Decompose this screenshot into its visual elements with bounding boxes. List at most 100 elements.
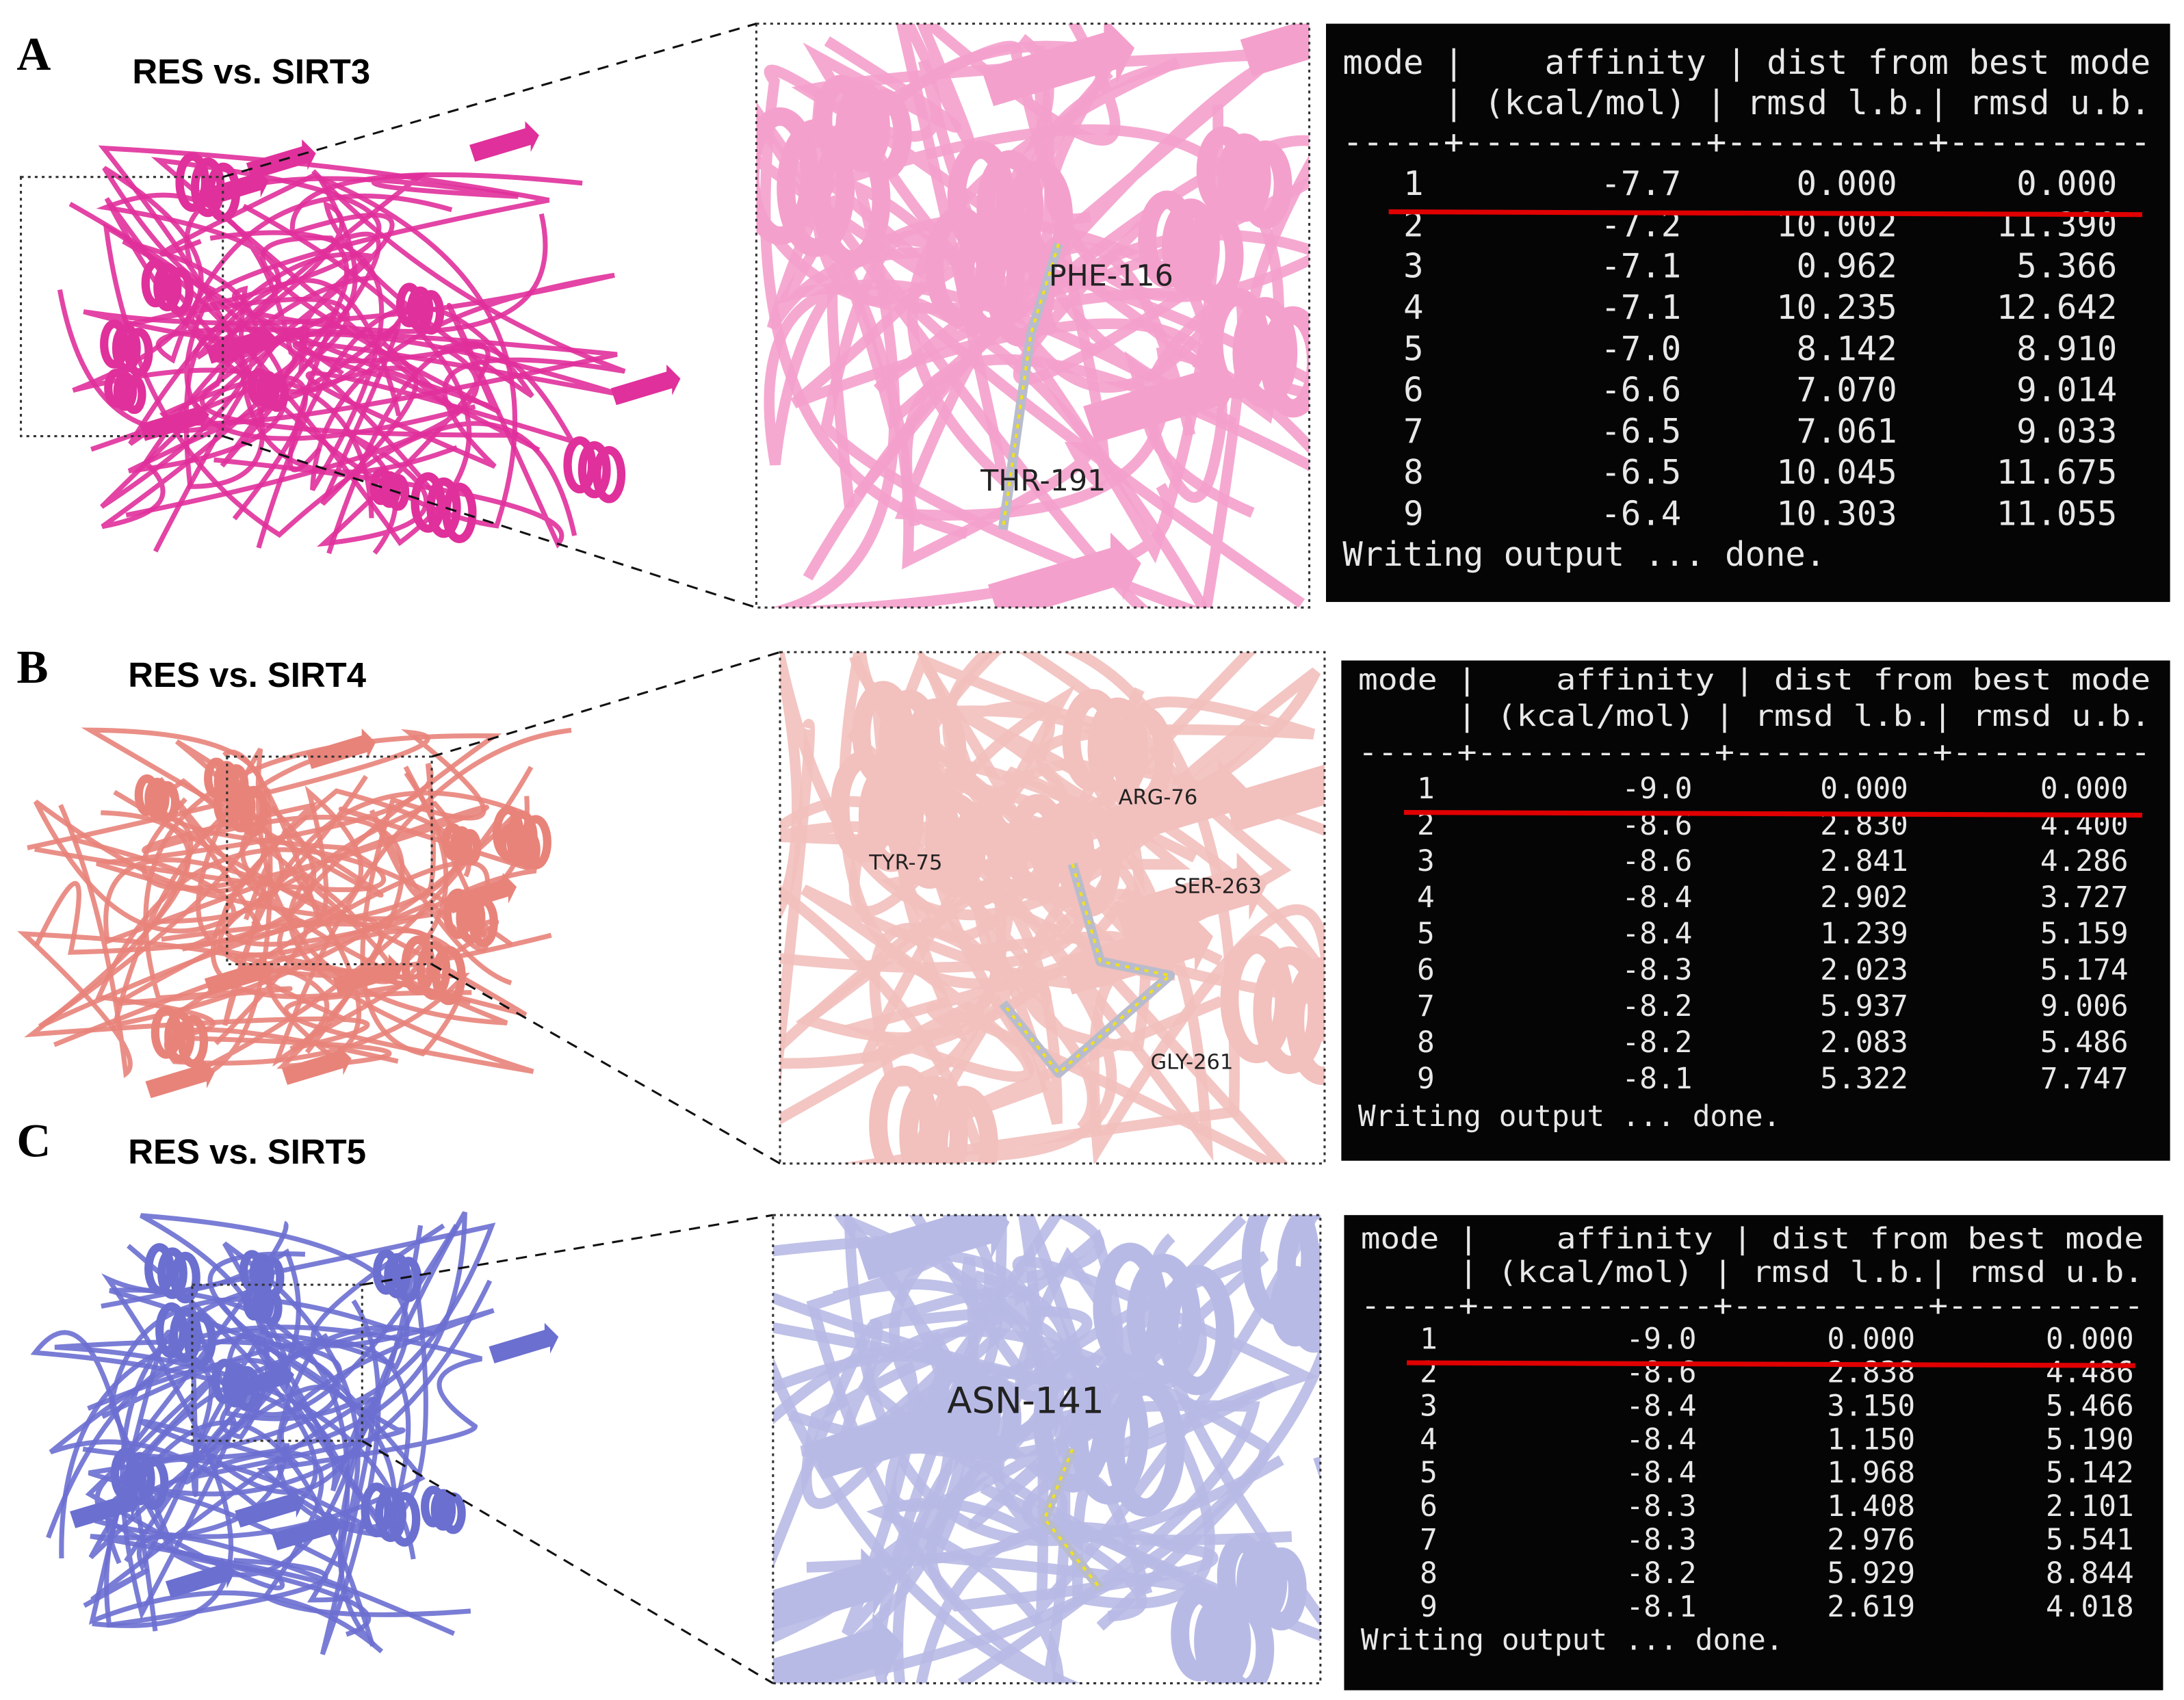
table-cell: 2.101 xyxy=(2046,1489,2134,1524)
table-cell: 9 xyxy=(1403,494,1423,533)
table-cell: 3 xyxy=(1420,1389,1438,1423)
sheet xyxy=(610,365,681,406)
table-cell: 2.976 xyxy=(1827,1523,1915,1557)
panel-title: RES vs. SIRT5 xyxy=(128,1132,366,1171)
table-cell: 1.150 xyxy=(1827,1422,1915,1456)
sheet xyxy=(333,954,403,995)
helix xyxy=(955,216,1025,337)
helix xyxy=(929,1086,998,1164)
panel-label: C xyxy=(16,1114,51,1167)
table-footer: Writing output ... done. xyxy=(1342,535,1825,574)
terminal xyxy=(1344,1215,2163,1690)
table-header: mode | affinity | dist from best mode xyxy=(1358,663,2150,697)
helix xyxy=(1087,697,1149,800)
residue-label: TYR-75 xyxy=(868,851,942,875)
zoom-line xyxy=(362,1214,774,1286)
sheet xyxy=(145,1058,216,1099)
residue-label: ARG-76 xyxy=(1119,785,1198,809)
helix xyxy=(1277,1215,1321,1338)
helix xyxy=(1006,794,1069,900)
sheet xyxy=(987,532,1141,608)
helix xyxy=(387,473,410,511)
table-cell: 5 xyxy=(1420,1456,1438,1490)
table-cell: -9.0 xyxy=(1626,1322,1697,1357)
sheet xyxy=(1083,354,1237,443)
table-header: | (kcal/mol) | rmsd l.b.| rmsd u.b. xyxy=(1358,699,2150,733)
helix xyxy=(1194,1593,1251,1684)
residue-label: THR-191 xyxy=(980,464,1106,498)
table-cell: 5.142 xyxy=(2046,1456,2134,1490)
table-cell: 1 xyxy=(1403,164,1423,203)
table-cell: 11.390 xyxy=(1997,205,2117,244)
helix xyxy=(969,1376,1022,1463)
residue-label: PHE-116 xyxy=(1049,259,1173,293)
sheet xyxy=(235,1487,305,1528)
overview-box xyxy=(226,755,433,966)
sheet xyxy=(772,1548,892,1631)
table-cell: 10.303 xyxy=(1776,494,1897,533)
helix xyxy=(183,1311,216,1368)
protein-cartoon xyxy=(756,23,1310,608)
helix xyxy=(1033,1352,1113,1493)
table-cell: 3 xyxy=(1417,844,1435,878)
table-cell: 8 xyxy=(1417,1025,1435,1060)
helix xyxy=(899,785,961,889)
helix xyxy=(100,319,129,369)
sheet xyxy=(1114,852,1268,942)
table-cell: 5.174 xyxy=(2040,953,2129,987)
helix xyxy=(122,375,146,415)
coil xyxy=(764,68,1255,518)
helix xyxy=(1232,297,1298,408)
helix xyxy=(177,1015,209,1068)
residue-label: ASN-141 xyxy=(947,1380,1104,1422)
table-cell: 10.235 xyxy=(1776,288,1897,327)
table-cell: 8 xyxy=(1420,1556,1438,1591)
helix xyxy=(372,1249,400,1295)
sheet xyxy=(281,1044,352,1085)
table-cell: 8.910 xyxy=(2016,329,2117,368)
table-cell: 8.142 xyxy=(1797,329,1897,368)
coil xyxy=(909,1215,1318,1621)
helix xyxy=(170,1251,200,1304)
helix xyxy=(124,328,153,377)
protein-cartoon xyxy=(30,1211,559,1656)
zoom-box xyxy=(772,1214,1322,1685)
table-cell: 9 xyxy=(1420,1590,1438,1624)
table-cell: 9.033 xyxy=(2016,412,2117,451)
helix xyxy=(1069,1365,1149,1505)
helix xyxy=(869,1065,938,1164)
table-footer: Writing output ... done. xyxy=(1358,1099,1781,1134)
table-cell: 5.486 xyxy=(2040,1025,2129,1060)
table-cell: -7.1 xyxy=(1600,247,1681,286)
sheet xyxy=(489,1322,559,1363)
table-cell: -6.5 xyxy=(1600,412,1681,451)
table-cell: 2.838 xyxy=(1827,1356,1915,1390)
helix xyxy=(153,263,182,312)
coil xyxy=(184,172,519,473)
panel-label: A xyxy=(16,27,51,80)
table-cell: 7 xyxy=(1403,412,1423,451)
table-header: | (kcal/mol) | rmsd l.b.| rmsd u.b. xyxy=(1342,83,2150,122)
table-cell: 4 xyxy=(1420,1422,1438,1456)
best-mode-underline xyxy=(1407,1360,2135,1368)
helix xyxy=(144,1243,174,1295)
helix xyxy=(831,750,896,863)
helix xyxy=(211,1359,239,1404)
table-cell: 11.675 xyxy=(1997,453,2117,492)
h-bond xyxy=(1001,243,1061,530)
table-cell: 5 xyxy=(1417,917,1435,951)
helix xyxy=(157,1247,187,1299)
helix xyxy=(950,802,1012,906)
helix xyxy=(395,283,423,328)
helix xyxy=(506,810,538,865)
sheet xyxy=(1313,1456,1321,1480)
table-cell: -8.1 xyxy=(1626,1590,1697,1624)
table-cell: -6.5 xyxy=(1600,453,1681,492)
protein-cartoon xyxy=(57,121,681,555)
helix xyxy=(1220,935,1294,1064)
helix xyxy=(384,1253,411,1298)
table-cell: 5.541 xyxy=(2046,1523,2134,1557)
table-cell: 12.642 xyxy=(1997,288,2117,327)
table-cell: 7.061 xyxy=(1797,412,1897,451)
